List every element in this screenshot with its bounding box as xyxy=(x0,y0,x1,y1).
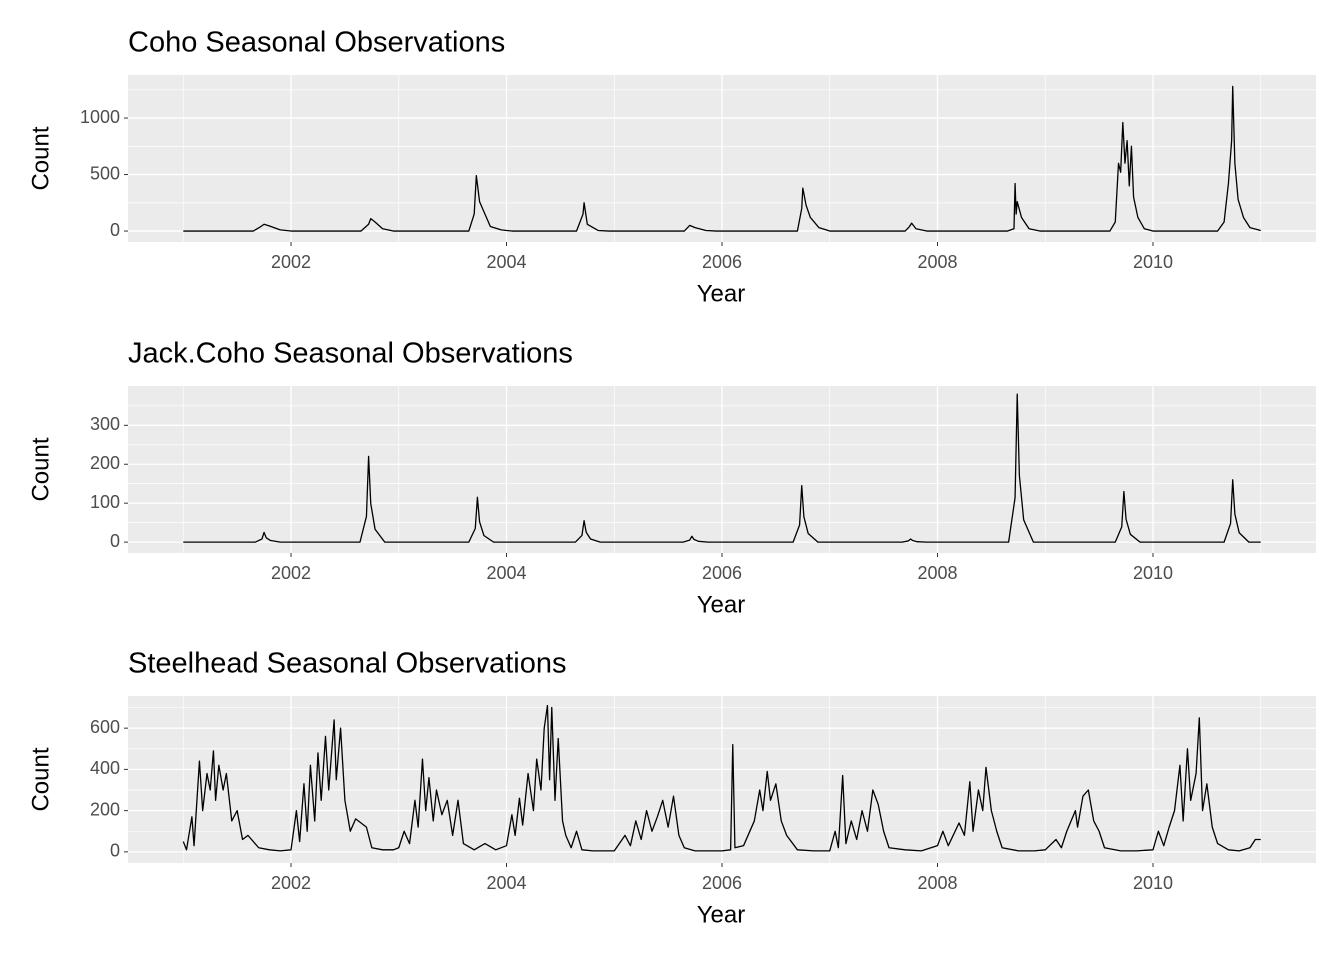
x-tick-label: 2004 xyxy=(486,252,526,272)
y-tick-label: 400 xyxy=(90,758,120,778)
chart-title: Steelhead Seasonal Observations xyxy=(128,648,567,680)
y-tick-label: 0 xyxy=(110,841,120,861)
chart-title: Coho Seasonal Observations xyxy=(128,27,505,59)
data-line xyxy=(182,704,1261,852)
y-tick-label: 200 xyxy=(90,799,120,819)
y-tick-label: 500 xyxy=(90,163,120,183)
y-tick-label: 0 xyxy=(110,220,120,240)
x-tick-label: 2010 xyxy=(1133,252,1173,272)
x-tick-label: 2004 xyxy=(486,873,526,893)
x-tick-label: 2006 xyxy=(702,563,742,583)
y-tick-label: 300 xyxy=(90,414,120,434)
data-line xyxy=(183,393,1261,543)
x-tick-label: 2006 xyxy=(702,873,742,893)
x-axis-title: Year xyxy=(697,280,746,307)
x-tick-label: 2002 xyxy=(271,563,311,583)
x-tick-label: 2006 xyxy=(702,252,742,272)
x-tick-label: 2002 xyxy=(271,252,311,272)
y-tick-label: 0 xyxy=(110,531,120,551)
x-tick-label: 2004 xyxy=(486,563,526,583)
x-tick-label: 2008 xyxy=(917,563,957,583)
x-tick-label: 2008 xyxy=(917,873,957,893)
x-tick-label: 2008 xyxy=(917,252,957,272)
x-axis-title: Year xyxy=(697,901,746,928)
x-axis-title: Year xyxy=(697,591,746,618)
y-tick-label: 200 xyxy=(90,453,120,473)
chart-title: Jack.Coho Seasonal Observations xyxy=(128,338,573,370)
y-axis-title: Count xyxy=(27,126,54,190)
x-tick-label: 2010 xyxy=(1133,873,1173,893)
y-axis-title: Count xyxy=(27,747,54,811)
y-tick-label: 600 xyxy=(90,717,120,737)
y-tick-label: 1000 xyxy=(80,107,120,127)
y-tick-label: 100 xyxy=(90,492,120,512)
x-tick-label: 2002 xyxy=(271,873,311,893)
y-axis-title: Count xyxy=(27,437,54,501)
data-line xyxy=(183,85,1261,232)
x-tick-label: 2010 xyxy=(1133,563,1173,583)
